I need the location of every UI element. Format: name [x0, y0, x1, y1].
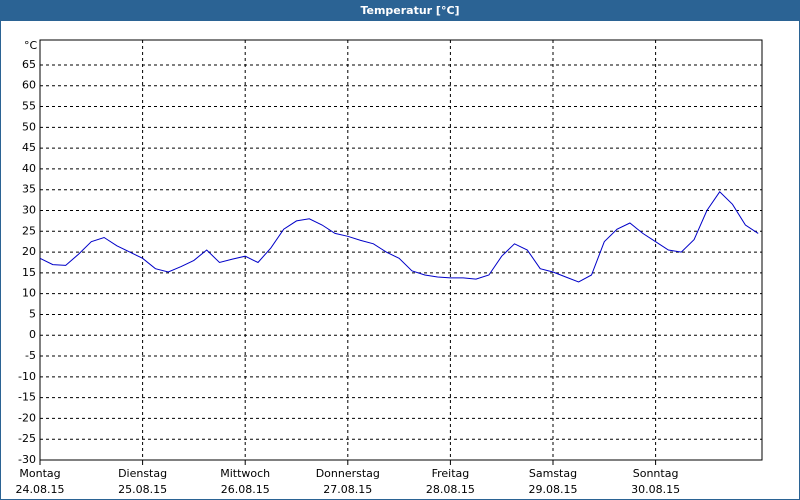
y-tick-label: 45: [22, 141, 36, 154]
y-tick-label: 0: [29, 328, 36, 341]
x-tick-date: 30.08.15: [631, 483, 680, 496]
y-tick-label: -10: [18, 370, 36, 383]
plot-area: [39, 39, 763, 461]
temperature-line: [39, 191, 759, 283]
y-tick-label: 50: [22, 120, 36, 133]
y-tick-label: -20: [18, 411, 36, 424]
y-tick-label: 20: [22, 245, 36, 258]
y-tick-label: 15: [22, 266, 36, 279]
x-tick-label: Sonntag: [633, 467, 679, 480]
x-tick-label: Donnerstag: [316, 467, 380, 480]
x-tick-date: 24.08.15: [16, 483, 65, 496]
x-tick-label: Freitag: [432, 467, 470, 480]
y-tick-label: 5: [29, 307, 36, 320]
x-tick-label: Dienstag: [118, 467, 167, 480]
y-tick-label: 35: [22, 183, 36, 196]
y-tick-label: 55: [22, 100, 36, 113]
y-tick-label: 30: [22, 203, 36, 216]
title-bar: [0, 0, 800, 21]
y-tick-label: 60: [22, 79, 36, 92]
y-tick-label: -15: [18, 391, 36, 404]
y-tick-label: 25: [22, 224, 36, 237]
x-tick-label: Montag: [19, 467, 60, 480]
x-tick-label: Samstag: [529, 467, 577, 480]
x-tick-date: 25.08.15: [118, 483, 167, 496]
x-tick-date: 27.08.15: [323, 483, 372, 496]
y-tick-label: -25: [18, 432, 36, 445]
y-tick-label: 65: [22, 58, 36, 71]
x-tick-date: 28.08.15: [426, 483, 475, 496]
y-tick-label: -5: [25, 349, 36, 362]
y-tick-label: -30: [18, 453, 36, 466]
chart-title: Temperatur [°C]: [360, 4, 459, 17]
y-tick-label: 40: [22, 162, 36, 175]
y-tick-label: 10: [22, 287, 36, 300]
x-tick-label: Mittwoch: [220, 467, 270, 480]
x-tick-date: 26.08.15: [221, 483, 270, 496]
x-tick-date: 29.08.15: [529, 483, 578, 496]
y-unit: °C: [24, 39, 38, 52]
